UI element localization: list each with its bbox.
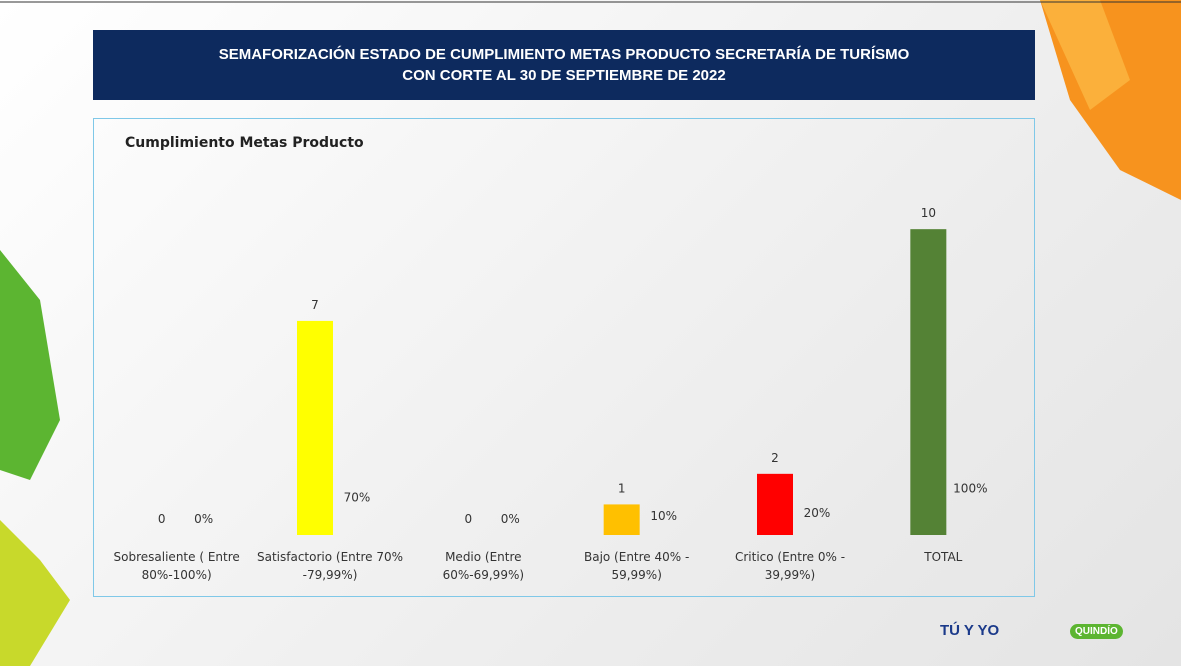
- x-tick-label: Satisfactorio (Entre 70% -79,99%): [255, 548, 405, 584]
- chart-frame: [93, 118, 1035, 597]
- logo: QUINDÍO: [1070, 624, 1123, 639]
- decor: [0, 520, 70, 666]
- logo: TÚ Y YO: [940, 622, 999, 639]
- header-title: SEMAFORIZACIÓN ESTADO DE CUMPLIMIENTO ME…: [93, 44, 1035, 65]
- x-tick-label: TOTAL: [868, 548, 1018, 566]
- decor: [0, 250, 60, 480]
- header: SEMAFORIZACIÓN ESTADO DE CUMPLIMIENTO ME…: [93, 30, 1035, 100]
- x-tick-label: Critico (Entre 0% - 39,99%): [715, 548, 865, 584]
- x-tick-label: Bajo (Entre 40% - 59,99%): [562, 548, 712, 584]
- x-tick-label: Sobresaliente ( Entre 80%-100%): [102, 548, 252, 584]
- x-tick-label: Medio (Entre 60%-69,99%): [408, 548, 558, 584]
- slide: Cumplimiento Metas Producto 00%770%00%11…: [0, 0, 1181, 666]
- header-title: CON CORTE AL 30 DE SEPTIEMBRE DE 2022: [93, 65, 1035, 86]
